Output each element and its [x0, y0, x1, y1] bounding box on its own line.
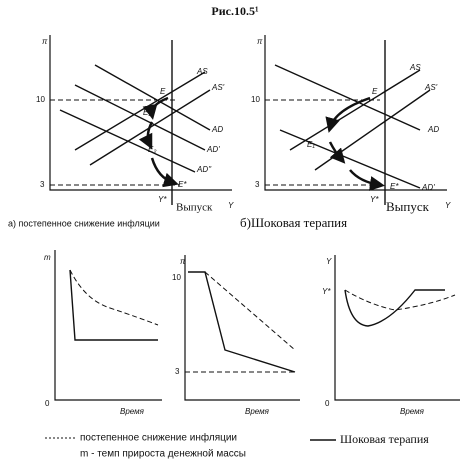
- tick-label: 3: [40, 180, 45, 189]
- legend-label: Шоковая терапия: [340, 432, 429, 446]
- curve-label: AD: [211, 125, 223, 134]
- axis-label: π: [180, 257, 186, 266]
- panel-b: π 10 3 AS AS' AD AD' E E₁ E* Y* Выпуск Y…: [240, 35, 451, 230]
- point-label: E₁: [307, 140, 315, 149]
- panel-inflation: π 10 3 Время: [172, 255, 300, 416]
- point-label: E₁: [143, 108, 151, 117]
- curve-label: AS: [196, 67, 208, 76]
- caption: б)Шоковая терапия: [240, 215, 347, 230]
- axis-label: π: [257, 37, 263, 46]
- axis-label: Выпуск: [386, 199, 430, 214]
- tick-label: 0: [45, 399, 50, 408]
- axis-label: Время: [245, 407, 270, 416]
- point-label: E*: [178, 180, 187, 189]
- panel-money: m 0 Время: [44, 250, 162, 416]
- tick-label: 10: [36, 95, 45, 104]
- curve-label: AS': [424, 83, 438, 92]
- curve-label: AD'': [196, 165, 212, 174]
- curve-label: AS: [409, 63, 421, 72]
- tick-label: 3: [175, 367, 180, 376]
- tick-label: 0: [325, 399, 330, 408]
- axis-label: m: [44, 253, 51, 262]
- axis-label: π: [42, 37, 48, 46]
- curve-label: AS': [211, 83, 225, 92]
- point-label: E: [160, 87, 166, 96]
- axis-label: Y*: [158, 195, 167, 204]
- axis-label: Y: [445, 201, 451, 210]
- axis-label: Y*: [370, 195, 379, 204]
- curve-label: AD': [421, 183, 435, 192]
- caption: а) постепенное снижение инфляции: [8, 218, 160, 228]
- panel-output: Y Y* 0 Время: [322, 255, 460, 416]
- legend-label: постепенное снижение инфляции: [80, 432, 237, 444]
- curve-label: AD: [427, 125, 439, 134]
- tick-label: 3: [255, 180, 260, 189]
- point-label: E₂: [148, 145, 156, 154]
- curve-label: AD': [206, 145, 220, 154]
- legend: постепенное снижение инфляции m - темп п…: [45, 432, 429, 460]
- tick-label: Y*: [322, 287, 331, 296]
- tick-label: 10: [172, 273, 181, 282]
- axis-label: Время: [400, 407, 425, 416]
- point-label: E*: [390, 182, 399, 191]
- figure-title: Рис.10.5¹: [211, 4, 259, 18]
- axis-label: Y: [326, 257, 332, 266]
- axis-label: Время: [120, 407, 145, 416]
- tick-label: 10: [251, 95, 260, 104]
- axis-label: Выпуск: [176, 202, 213, 214]
- panel-a: π 10 3 AS AS' AD AD' AD'' E E₁ E₂ E* Y* …: [8, 35, 234, 228]
- point-label: E: [372, 87, 378, 96]
- legend-note: m - темп прироста денежной массы: [80, 449, 246, 460]
- axis-label: Y: [228, 201, 234, 210]
